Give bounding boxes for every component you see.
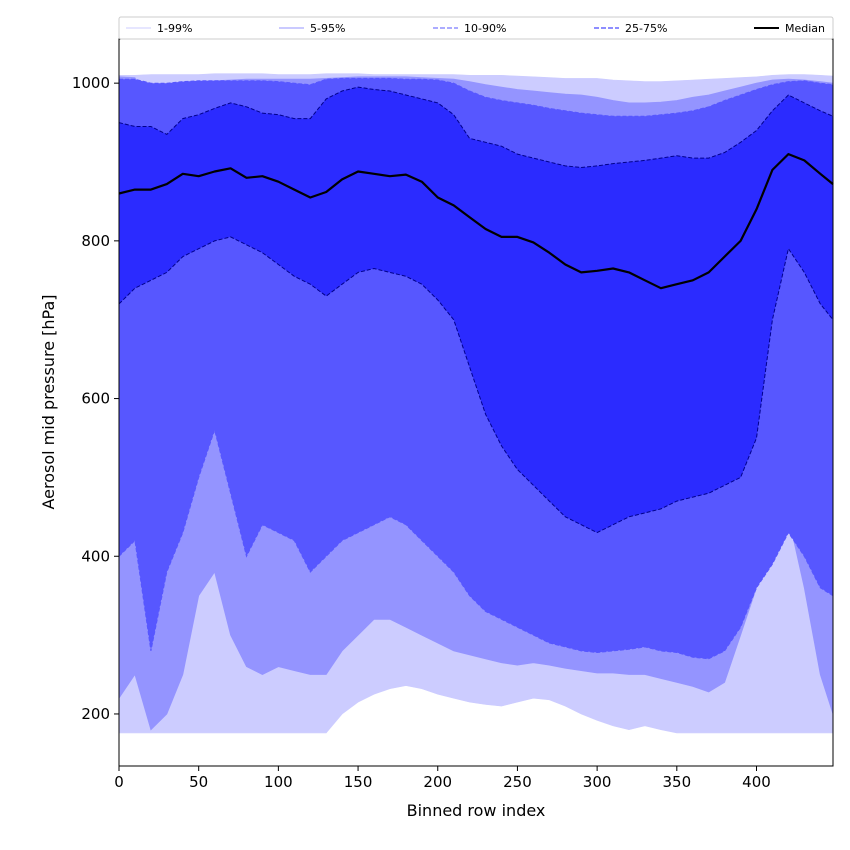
y-tick-label: 200: [81, 705, 110, 723]
x-axis: 0 50 100 150 200 250 300 350 400: [114, 766, 771, 791]
band-upper-edge: [119, 77, 834, 117]
band-lower-edge: [118, 236, 834, 534]
x-tick-label: 300: [583, 773, 612, 791]
legend-frame: [118, 16, 834, 40]
x-tick-label: 150: [344, 773, 373, 791]
y-axis: 200 400 600 800 1000: [72, 74, 119, 723]
band-lower-edge: [118, 515, 834, 731]
band-lower-edge: [119, 685, 833, 734]
x-tick-label: 50: [189, 773, 208, 791]
y-tick-label: 400: [81, 547, 110, 565]
median-line: [118, 153, 834, 290]
legend-label: 5-95%: [310, 22, 345, 35]
x-axis-label: Binned row index: [407, 801, 546, 820]
median-layer: [118, 153, 834, 290]
x-tick-label: 100: [264, 773, 293, 791]
x-tick-label: 400: [742, 773, 771, 791]
y-tick-label: 600: [81, 390, 110, 408]
y-axis-label: Aerosol mid pressure [hPa]: [39, 294, 58, 509]
legend-label: 1-99%: [157, 22, 192, 35]
band-lower-edge: [118, 428, 834, 660]
band-upper-edge: [118, 76, 834, 104]
legend-label: Median: [785, 22, 825, 35]
band-upper-edge: [119, 73, 834, 82]
x-tick-label: 350: [662, 773, 691, 791]
legend-label: 10-90%: [464, 22, 506, 35]
band-25-75%: [119, 87, 833, 533]
x-tick-label: 250: [503, 773, 532, 791]
band-upper-edge: [118, 86, 834, 169]
y-tick-label: 800: [81, 232, 110, 250]
band-layer: [118, 73, 834, 734]
x-tick-label: 0: [114, 773, 124, 791]
x-tick-label: 200: [423, 773, 452, 791]
y-tick-label: 1000: [72, 74, 110, 92]
legend-label: 25-75%: [625, 22, 667, 35]
legend: 1-99% 5-95% 10-90% 25-75% Median: [118, 16, 834, 40]
